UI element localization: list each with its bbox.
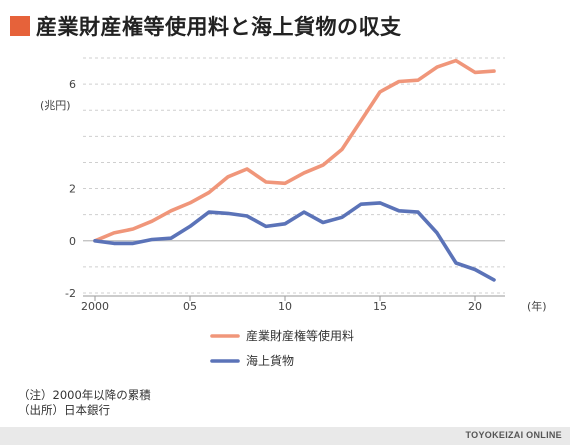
chart-title: 産業財産権等使用料と海上貨物の収支 [36, 15, 402, 39]
y-tick-label: 0 [69, 235, 76, 248]
x-tick-label: 05 [183, 300, 197, 313]
x-tick-label: 10 [278, 300, 292, 313]
note-source: （出所）日本銀行 [18, 403, 110, 417]
y-unit-label: (兆円) [40, 99, 71, 112]
x-tick-label: 15 [373, 300, 387, 313]
series-line-2 [93, 201, 496, 282]
y-tick-label: 6 [69, 78, 76, 91]
legend-label-1: 産業財産権等使用料 [246, 328, 354, 343]
notes: （注）2000年以降の累積 （出所）日本銀行 [18, 388, 151, 418]
footer-brand: TOYOKEIZAI ONLINE [465, 430, 562, 440]
y-tick-label: 2 [69, 183, 76, 196]
axis-layer: -2 0 2 6 (兆円) 2000 05 10 15 20 (年) [40, 78, 547, 313]
title-bar: 産業財産権等使用料と海上貨物の収支 [10, 8, 402, 44]
footer: TOYOKEIZAI ONLINE [0, 427, 570, 445]
grid-layer [83, 57, 505, 294]
series-line-1 [93, 58, 496, 243]
title-square-icon [10, 16, 30, 36]
x-tick-label: 20 [468, 300, 482, 313]
x-unit-label: (年) [527, 299, 547, 313]
note-accumulation: （注）2000年以降の累積 [18, 388, 151, 402]
x-tick-label: 2000 [81, 300, 109, 313]
legend-label-2: 海上貨物 [246, 353, 294, 368]
y-tick-label: -2 [65, 287, 76, 300]
series-layer [93, 58, 496, 282]
